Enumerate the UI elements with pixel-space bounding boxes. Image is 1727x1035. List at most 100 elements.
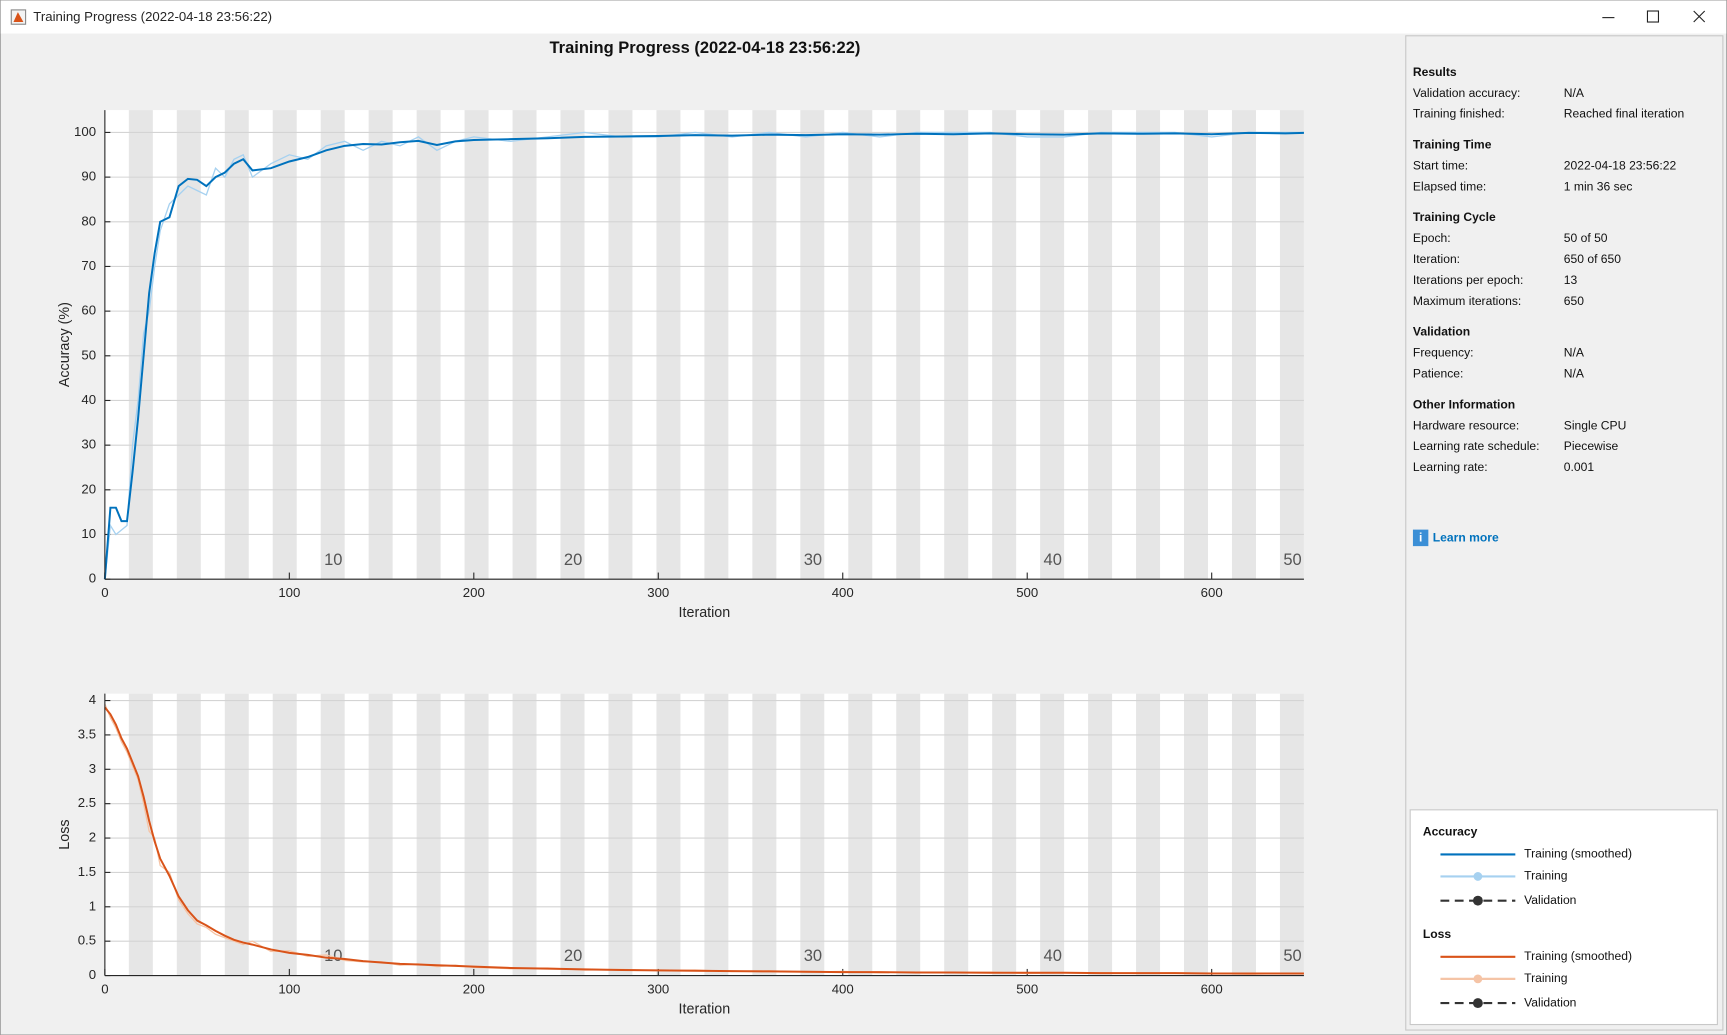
epoch-band — [608, 693, 633, 976]
epoch-label: 40 — [1044, 551, 1062, 569]
panel-label: Epoch: — [1413, 231, 1451, 245]
epoch-band — [1231, 110, 1256, 580]
legend-label: Validation — [1524, 893, 1576, 907]
epoch-band — [1040, 693, 1065, 976]
panel-value: 50 of 50 — [1564, 231, 1608, 245]
x-tick-label: 100 — [278, 585, 300, 600]
app-icon-glyph — [13, 12, 24, 23]
legend-marker — [1473, 974, 1483, 984]
epoch-band — [416, 110, 441, 580]
epoch-label: 20 — [564, 947, 582, 965]
y-tick-label: 2 — [89, 830, 96, 845]
y-axis-label: Accuracy (%) — [57, 302, 73, 387]
epoch-band — [128, 110, 153, 580]
epoch-band — [992, 693, 1017, 976]
x-axis-label: Iteration — [679, 605, 731, 621]
title-bar — [0, 0, 1727, 34]
panel-value: 13 — [1564, 273, 1578, 287]
y-tick-label: 0 — [89, 571, 96, 586]
epoch-band — [608, 110, 633, 580]
close-button[interactable] — [1693, 10, 1706, 23]
x-tick-label: 600 — [1201, 981, 1223, 996]
x-tick-label: 100 — [278, 981, 300, 996]
epoch-band — [800, 693, 825, 976]
window-title: Training Progress (2022-04-18 23:56:22) — [33, 9, 272, 24]
panel-value: N/A — [1564, 346, 1585, 360]
learn-more-link[interactable]: Learn more — [1433, 531, 1499, 545]
epoch-band — [1279, 693, 1304, 976]
panel-value: Reached final iteration — [1564, 107, 1685, 121]
maximize-button[interactable] — [1646, 10, 1660, 23]
legend-box — [1409, 809, 1718, 1026]
epoch-band — [896, 110, 921, 580]
y-tick-label: 50 — [81, 347, 96, 362]
panel-value: 650 — [1564, 294, 1584, 308]
epoch-band — [896, 693, 921, 976]
epoch-label: 50 — [1283, 947, 1301, 965]
x-tick-label: 0 — [101, 585, 108, 600]
legend-label: Training — [1524, 971, 1567, 985]
panel-value: N/A — [1564, 86, 1585, 100]
panel-label: Elapsed time: — [1413, 179, 1486, 193]
y-axis-label: Loss — [57, 820, 73, 850]
panel-heading: Training Time — [1413, 138, 1492, 152]
info-icon-glyph: i — [1419, 531, 1422, 545]
y-tick-label: 4 — [89, 692, 96, 707]
y-tick-label: 30 — [81, 437, 96, 452]
x-tick-label: 500 — [1016, 585, 1038, 600]
epoch-band — [272, 693, 297, 976]
epoch-band — [224, 110, 249, 580]
epoch-band — [1231, 693, 1256, 976]
epoch-band — [1279, 110, 1304, 580]
series-line — [104, 706, 1304, 975]
epoch-band — [416, 693, 441, 976]
panel-label: Start time: — [1413, 158, 1468, 172]
epoch-label: 30 — [804, 947, 822, 965]
x-axis-label: Iteration — [679, 1001, 731, 1017]
panel-label: Learning rate schedule: — [1413, 439, 1540, 453]
x-tick-label: 200 — [463, 981, 485, 996]
panel-label: Training finished: — [1413, 107, 1505, 121]
x-tick-label: 400 — [832, 981, 854, 996]
epoch-band — [1088, 693, 1113, 976]
panel-value: 650 of 650 — [1564, 252, 1622, 266]
panel-label: Frequency: — [1413, 346, 1474, 360]
legend-marker — [1473, 872, 1483, 881]
epoch-label: 50 — [1283, 551, 1301, 569]
y-tick-label: 3 — [89, 761, 96, 776]
panel-heading: Other Information — [1413, 397, 1515, 411]
epoch-band — [1184, 693, 1209, 976]
epoch-band — [752, 693, 777, 976]
legend-label: Training — [1524, 869, 1567, 883]
epoch-band — [1088, 110, 1113, 580]
epoch-band — [128, 693, 153, 976]
y-tick-label: 1.5 — [78, 864, 96, 879]
y-tick-label: 3.5 — [78, 726, 96, 741]
epoch-band — [1040, 110, 1065, 580]
panel-label: Iterations per epoch: — [1413, 273, 1523, 287]
info-icon[interactable] — [1412, 529, 1429, 547]
y-tick-label: 0 — [89, 967, 96, 982]
epoch-band — [848, 110, 873, 580]
y-tick-label: 90 — [81, 169, 96, 184]
y-tick-label: 60 — [81, 303, 96, 318]
epoch-band — [704, 693, 729, 976]
epoch-band — [176, 693, 201, 976]
epoch-band — [656, 110, 681, 580]
epoch-band — [800, 110, 825, 580]
epoch-band — [512, 693, 537, 976]
y-tick-label: 70 — [81, 258, 96, 273]
epoch-band — [944, 693, 969, 976]
x-tick-label: 300 — [647, 585, 669, 600]
epoch-band — [512, 110, 537, 580]
panel-value: 2022-04-18 23:56:22 — [1564, 158, 1677, 172]
panel-value: 1 min 36 sec — [1564, 179, 1633, 193]
legend-heading: Loss — [1423, 927, 1452, 941]
panel-label: Learning rate: — [1413, 460, 1488, 474]
legend-marker — [1472, 998, 1483, 1009]
epoch-label: 40 — [1044, 947, 1062, 965]
epoch-band — [1136, 693, 1161, 976]
x-tick-label: 400 — [832, 585, 854, 600]
y-tick-label: 2.5 — [78, 795, 96, 810]
